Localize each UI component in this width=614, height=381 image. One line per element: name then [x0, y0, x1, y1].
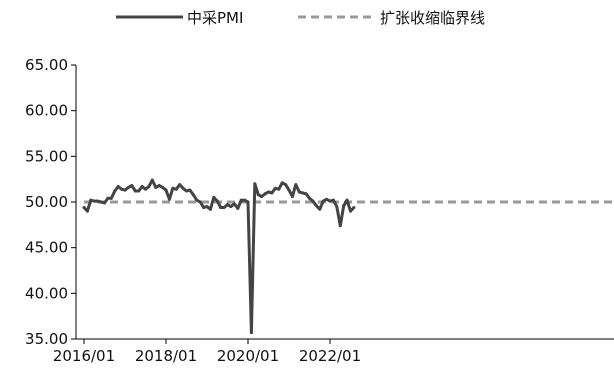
x-tick-label: 2020/01 — [217, 347, 279, 365]
pmi-data-points — [82, 178, 356, 335]
pmi-data-point — [181, 186, 185, 190]
pmi-data-point — [154, 185, 158, 189]
x-tick-label: 2016/01 — [53, 347, 115, 365]
pmi-data-point — [263, 192, 267, 196]
pmi-data-point — [116, 184, 120, 188]
pmi-data-point — [331, 198, 335, 202]
pmi-data-point — [140, 184, 144, 188]
pmi-data-point — [304, 192, 308, 196]
y-tick-label: 55.00 — [25, 147, 68, 165]
pmi-data-point — [229, 205, 233, 209]
y-tick-label: 40.00 — [25, 284, 68, 302]
pmi-data-point — [174, 187, 178, 191]
pmi-data-point — [171, 186, 175, 190]
pmi-data-point — [318, 207, 322, 211]
pmi-data-point — [267, 190, 270, 194]
y-tick-label: 65.00 — [25, 56, 68, 74]
pmi-data-point — [208, 207, 212, 211]
pmi-data-point — [130, 184, 134, 188]
pmi-data-point — [325, 197, 329, 201]
pmi-data-point — [150, 178, 154, 182]
pmi-data-point — [109, 196, 113, 200]
pmi-data-point — [284, 183, 288, 187]
pmi-data-point — [215, 199, 219, 203]
pmi-data-point — [205, 205, 209, 209]
pmi-data-point — [212, 195, 216, 199]
pmi-data-point — [308, 196, 311, 200]
pmi-data-point — [314, 204, 318, 208]
x-tick-label: 2018/01 — [135, 347, 197, 365]
y-tick-label: 50.00 — [25, 193, 68, 211]
pmi-data-point — [92, 199, 96, 203]
y-axis-ticks: 35.00 40.00 45.00 50.00 55.00 60.00 65.00 — [25, 56, 76, 348]
pmi-data-point — [232, 202, 236, 206]
pmi-data-point — [188, 188, 192, 192]
pmi-data-point — [123, 188, 127, 192]
pmi-data-point — [191, 193, 195, 197]
pmi-data-point — [226, 203, 229, 207]
pmi-data-point — [99, 200, 103, 204]
pmi-data-point — [82, 205, 86, 209]
pmi-data-point — [106, 196, 110, 200]
pmi-data-point — [297, 190, 301, 194]
pmi-data-point — [164, 188, 168, 192]
pmi-data-point — [161, 185, 165, 189]
pmi-data-point — [260, 195, 264, 199]
pmi-data-point — [253, 182, 257, 186]
pmi-data-point — [103, 201, 106, 205]
pmi-data-point — [157, 184, 161, 188]
pmi-data-point — [342, 204, 346, 208]
pmi-data-point — [85, 209, 89, 213]
pmi-data-point — [239, 198, 243, 202]
pmi-data-point — [352, 205, 356, 209]
y-tick-label: 35.00 — [25, 330, 68, 348]
pmi-data-point — [321, 199, 325, 203]
pmi-data-point — [270, 191, 274, 195]
pmi-data-point — [144, 187, 147, 191]
pmi-data-point — [113, 189, 117, 193]
y-tick-label: 45.00 — [25, 239, 68, 257]
pmi-data-point — [256, 193, 260, 197]
pmi-data-point — [198, 200, 202, 204]
pmi-data-point — [349, 209, 352, 213]
pmi-data-point — [89, 198, 93, 202]
pmi-data-point — [273, 186, 277, 190]
pmi-data-point — [120, 187, 124, 191]
pmi-data-point — [338, 224, 342, 228]
pmi-data-point — [287, 188, 291, 192]
pmi-data-point — [219, 205, 223, 209]
pmi-data-point — [195, 198, 199, 202]
pmi-data-point — [222, 205, 226, 209]
pmi-data-point — [294, 183, 298, 187]
pmi-data-point — [243, 198, 247, 202]
legend: 中采PMI 扩张收缩临界线 — [116, 9, 485, 27]
pmi-data-point — [236, 206, 240, 210]
y-tick-label: 60.00 — [25, 102, 68, 120]
pmi-data-point — [328, 199, 332, 203]
pmi-data-point — [202, 205, 206, 209]
pmi-data-point — [178, 183, 182, 187]
pmi-data-point — [290, 195, 294, 199]
x-tick-label: 2022/01 — [299, 347, 361, 365]
pmi-data-point — [96, 199, 100, 203]
pmi-data-point — [301, 191, 305, 195]
pmi-data-point — [126, 185, 130, 189]
pmi-data-point — [185, 189, 188, 193]
legend-label-threshold: 扩张收缩临界线 — [380, 9, 485, 27]
pmi-data-point — [167, 197, 171, 201]
pmi-data-point — [280, 181, 284, 185]
pmi-data-point — [345, 198, 349, 202]
pmi-data-point — [249, 331, 253, 335]
pmi-data-point — [137, 189, 141, 193]
pmi-data-point — [311, 199, 315, 203]
pmi-data-point — [277, 187, 281, 191]
pmi-data-point — [335, 205, 339, 209]
pmi-data-point — [246, 200, 250, 204]
pmi-data-point — [147, 184, 151, 188]
pmi-data-point — [133, 189, 137, 193]
x-axis-ticks: 2016/01 2018/01 2020/01 2022/01 — [53, 339, 361, 365]
legend-label-pmi: 中采PMI — [187, 9, 243, 27]
